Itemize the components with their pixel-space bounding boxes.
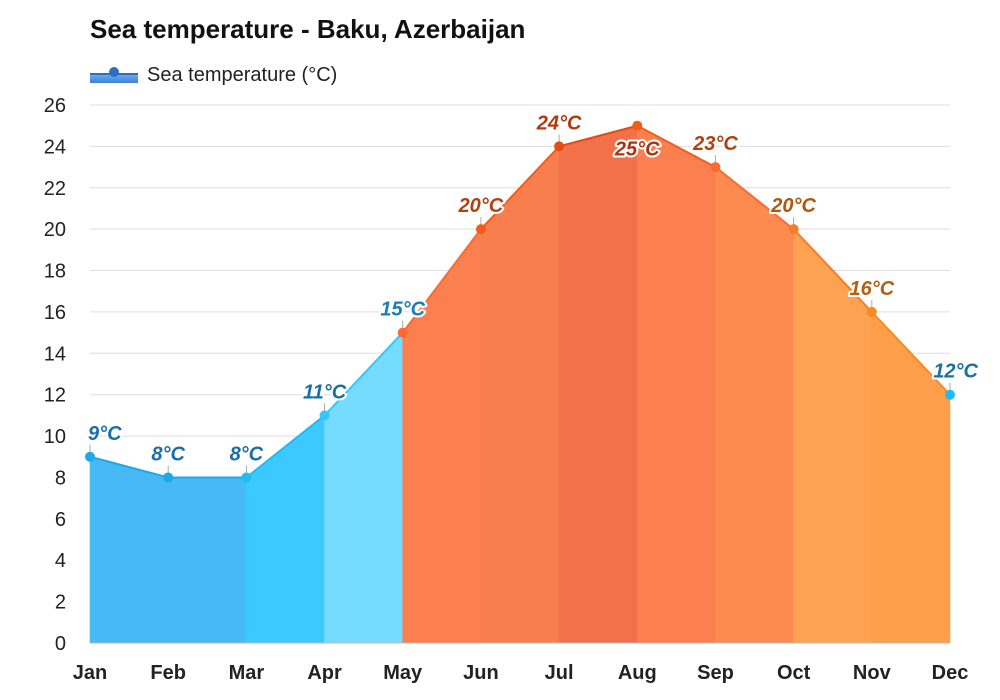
y-tick-label-18: 18 — [44, 261, 66, 283]
y-tick-label-26: 26 — [44, 95, 66, 117]
y-tick-label-0: 0 — [55, 633, 66, 655]
data-point-dec[interactable] — [945, 389, 955, 400]
data-label-aug: 25°C — [614, 139, 660, 161]
data-point-jun[interactable] — [475, 224, 486, 235]
data-point-aug[interactable] — [632, 120, 643, 131]
data-label-feb: 8°C — [151, 443, 185, 465]
area-segment-sep — [715, 166, 794, 644]
data-point-feb[interactable] — [163, 472, 174, 483]
x-tick-label-dec: Dec — [932, 662, 969, 684]
area-segment-jan — [89, 456, 169, 644]
y-tick-label-22: 22 — [44, 178, 66, 200]
y-tick-label-8: 8 — [55, 467, 66, 489]
area-segment-feb — [167, 477, 247, 644]
y-tick-label-16: 16 — [44, 302, 66, 324]
area-segment-jul — [558, 125, 638, 644]
data-points — [85, 120, 955, 483]
x-tick-label-nov: Nov — [853, 662, 892, 684]
chart-title: Sea temperature - Baku, Azerbaijan — [90, 14, 526, 44]
x-tick-label-sep: Sep — [697, 662, 734, 684]
data-point-apr[interactable] — [319, 410, 330, 421]
y-tick-label-14: 14 — [44, 343, 66, 365]
x-tick-label-aug: Aug — [618, 662, 657, 684]
y-tick-label-4: 4 — [55, 550, 66, 572]
data-label-jul: 24°C — [536, 112, 582, 134]
legend-swatch — [90, 67, 138, 83]
legend-label: Sea temperature (°C) — [147, 63, 338, 86]
line-segment-nov — [870, 310, 951, 396]
y-tick-label-12: 12 — [44, 385, 66, 407]
data-label-oct: 20°C — [770, 195, 816, 217]
x-tick-label-oct: Oct — [777, 662, 811, 684]
y-tick-label-24: 24 — [44, 136, 66, 158]
data-label-apr: 11°C — [303, 381, 347, 403]
line-segment-jul — [558, 124, 639, 148]
line-segment-aug — [636, 124, 717, 169]
x-tick-label-feb: Feb — [150, 662, 186, 684]
x-tick-label-jan: Jan — [73, 662, 107, 684]
data-point-jan[interactable] — [85, 451, 95, 462]
x-tick-label-mar: Mar — [229, 662, 265, 684]
series-line — [89, 124, 951, 479]
data-point-jul[interactable] — [554, 141, 565, 152]
data-point-nov[interactable] — [866, 306, 877, 317]
line-segment-jun — [479, 145, 561, 231]
data-point-sep[interactable] — [710, 162, 721, 173]
data-labels: 9°C 8°C 8°C 11°C 15°C 20°C 24°C 25°C 23°C 20°C 16°… — [86, 110, 981, 467]
y-tick-label-20: 20 — [44, 219, 66, 241]
area-segment-may — [402, 228, 482, 644]
x-tick-label-may: May — [383, 662, 423, 684]
area-fills — [89, 125, 951, 644]
x-tick-label-apr: Apr — [307, 662, 342, 684]
line-segment-jan — [89, 455, 170, 479]
area-segment-jun — [480, 145, 560, 644]
line-segment-mar — [245, 414, 326, 479]
y-tick-label-10: 10 — [44, 426, 66, 448]
data-label-nov: 16°C — [849, 278, 894, 300]
line-segment-sep — [714, 166, 795, 231]
y-tick-label-2: 2 — [55, 592, 66, 614]
data-point-oct[interactable] — [788, 224, 799, 235]
area-segment-apr — [324, 331, 404, 644]
data-label-mar: 8°C — [230, 443, 264, 465]
data-label-dec: 12°C — [933, 361, 978, 383]
x-tick-label-jul: Jul — [545, 662, 574, 684]
x-tick-label-jun: Jun — [463, 662, 499, 684]
y-tick-label-6: 6 — [55, 509, 66, 531]
legend[interactable]: Sea temperature (°C) — [90, 62, 337, 88]
data-label-sep: 23°C — [692, 133, 738, 155]
data-point-mar[interactable] — [241, 472, 252, 483]
line-segment-oct — [792, 228, 873, 313]
line-segment-may — [401, 228, 482, 334]
area-segment-aug — [636, 125, 716, 644]
data-point-may[interactable] — [397, 327, 408, 338]
line-segment-apr — [323, 331, 404, 417]
data-label-jan: 9°C — [88, 423, 122, 445]
data-label-may: 15°C — [380, 299, 425, 321]
data-label-jun: 20°C — [458, 195, 504, 217]
